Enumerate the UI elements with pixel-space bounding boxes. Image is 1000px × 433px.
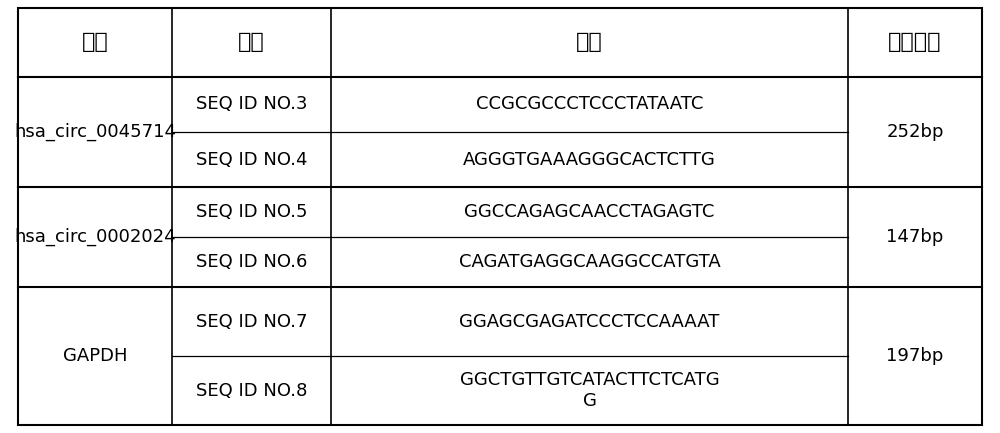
Text: SEQ ID NO.5: SEQ ID NO.5 xyxy=(196,203,307,221)
Text: GGCTGTTGTCATACTTCTCATG
G: GGCTGTTGTCATACTTCTCATG G xyxy=(460,371,719,410)
Text: 编号: 编号 xyxy=(238,32,265,52)
Text: 147bp: 147bp xyxy=(886,228,944,246)
Text: SEQ ID NO.4: SEQ ID NO.4 xyxy=(196,151,307,168)
Text: CCGCGCCCTCCCTATAATC: CCGCGCCCTCCCTATAATC xyxy=(476,95,703,113)
Text: SEQ ID NO.8: SEQ ID NO.8 xyxy=(196,381,307,400)
Text: SEQ ID NO.3: SEQ ID NO.3 xyxy=(196,95,307,113)
Text: hsa_circ_0002024: hsa_circ_0002024 xyxy=(14,228,176,246)
Text: CAGATGAGGCAAGGCCATGTA: CAGATGAGGCAAGGCCATGTA xyxy=(459,253,720,271)
Text: 扩增长度: 扩增长度 xyxy=(888,32,942,52)
Text: SEQ ID NO.6: SEQ ID NO.6 xyxy=(196,253,307,271)
Text: GGCCAGAGCAACCTAGAGTC: GGCCAGAGCAACCTAGAGTC xyxy=(464,203,715,221)
Text: 序列: 序列 xyxy=(576,32,603,52)
Text: GAPDH: GAPDH xyxy=(63,347,127,365)
Text: 197bp: 197bp xyxy=(886,347,944,365)
Text: 基因: 基因 xyxy=(82,32,108,52)
Text: SEQ ID NO.7: SEQ ID NO.7 xyxy=(196,313,307,331)
Text: hsa_circ_0045714: hsa_circ_0045714 xyxy=(14,123,176,141)
Text: GGAGCGAGATCCCTCCAAAAT: GGAGCGAGATCCCTCCAAAAT xyxy=(459,313,720,331)
Text: 252bp: 252bp xyxy=(886,123,944,141)
Text: AGGGTGAAAGGGCACTCTTG: AGGGTGAAAGGGCACTCTTG xyxy=(463,151,716,168)
